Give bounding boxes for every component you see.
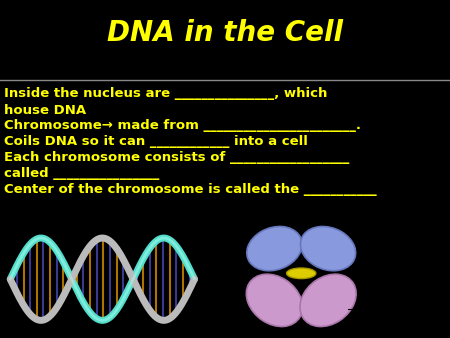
Text: called ________________: called ________________ <box>4 168 159 180</box>
Ellipse shape <box>287 268 316 279</box>
Text: Centromere: Centromere <box>390 257 436 266</box>
Ellipse shape <box>246 274 302 327</box>
Text: Inside the nucleus are _______________, which: Inside the nucleus are _______________, … <box>4 88 328 100</box>
Text: Chromosome→ made from _______________________.: Chromosome→ made from __________________… <box>4 120 370 132</box>
Ellipse shape <box>247 226 302 271</box>
Text: Each chromosome consists of __________________: Each chromosome consists of ____________… <box>4 151 349 165</box>
Text: Center of the chromosome is called the ___________: Center of the chromosome is called the _… <box>4 184 377 196</box>
Text: house DNA: house DNA <box>4 103 86 117</box>
Text: Coils DNA so it can ____________ into a cell: Coils DNA so it can ____________ into a … <box>4 136 308 148</box>
Ellipse shape <box>300 274 356 327</box>
Text: q: q <box>390 304 396 314</box>
Ellipse shape <box>301 226 356 271</box>
Text: DNA in the Cell: DNA in the Cell <box>107 19 343 47</box>
Text: p: p <box>390 233 396 243</box>
